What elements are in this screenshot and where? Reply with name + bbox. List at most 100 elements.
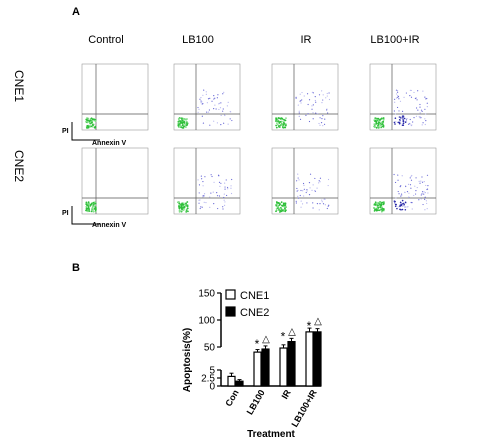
event-dot — [418, 116, 420, 118]
event-dot — [321, 199, 323, 201]
event-dot — [309, 173, 312, 175]
event-dot — [198, 108, 200, 110]
event-dot — [426, 102, 428, 104]
event-dot — [92, 209, 94, 212]
event-dot — [202, 103, 204, 105]
event-dot — [303, 95, 305, 97]
event-dot — [284, 207, 286, 210]
event-dot — [422, 122, 424, 124]
event-dot — [90, 125, 93, 128]
event-dot — [223, 91, 225, 94]
event-dot — [178, 206, 181, 209]
event-dot — [424, 196, 426, 198]
event-dot — [322, 203, 325, 205]
event-dot — [394, 117, 397, 120]
event-dot — [300, 200, 302, 202]
event-dot — [202, 185, 204, 187]
event-dot — [298, 112, 300, 114]
event-dot — [425, 120, 427, 122]
bar-cne1-lb100-ir — [305, 331, 314, 387]
axis-arrows — [71, 122, 100, 141]
event-dot — [377, 204, 379, 207]
event-dot — [197, 106, 199, 109]
event-dot — [406, 117, 408, 120]
event-dot — [379, 126, 382, 129]
event-dot — [321, 90, 323, 92]
event-dot — [181, 127, 184, 129]
event-dot — [405, 185, 407, 187]
event-dot — [298, 110, 300, 112]
event-dot — [380, 206, 383, 208]
legend-swatch-cne2 — [225, 306, 236, 317]
event-dot — [277, 120, 279, 123]
legend-label-cne2: CNE2 — [240, 307, 269, 319]
event-dot — [214, 97, 216, 99]
event-dot — [211, 100, 213, 102]
event-dot — [424, 108, 426, 110]
event-dot — [85, 205, 88, 208]
event-dot — [427, 192, 429, 194]
event-dot — [198, 202, 200, 204]
event-dot — [380, 208, 383, 211]
flow-plot-r1-c3 — [369, 147, 437, 215]
event-dot — [94, 125, 97, 128]
event-dot — [284, 126, 287, 129]
axis-label-pi-2: PI — [62, 210, 69, 217]
event-dot — [226, 105, 228, 107]
bar-cne2-ir — [287, 341, 296, 387]
event-dot — [296, 190, 298, 192]
event-dot — [377, 119, 380, 122]
event-dot — [395, 203, 397, 206]
event-dot — [376, 209, 379, 212]
significance-triangle: △ — [288, 326, 296, 337]
significance-star: * — [281, 329, 286, 343]
event-dot — [397, 95, 399, 97]
event-dot — [180, 205, 183, 207]
event-dot — [393, 121, 396, 124]
event-dot — [401, 123, 403, 125]
event-dot — [396, 91, 399, 93]
flow-plot-r0-c1 — [173, 63, 241, 131]
event-dot — [373, 123, 376, 125]
event-dot — [418, 180, 420, 182]
event-dot — [424, 192, 426, 194]
event-dot — [275, 210, 277, 213]
event-dot — [421, 124, 423, 126]
event-dot — [89, 204, 92, 206]
event-dot — [419, 106, 421, 108]
event-dot — [186, 122, 188, 125]
event-dot — [395, 121, 397, 123]
event-dot — [410, 187, 412, 189]
event-dot — [85, 203, 88, 206]
event-dot — [308, 99, 311, 101]
event-dot — [401, 115, 404, 117]
event-dot — [299, 118, 302, 120]
event-dot — [399, 100, 402, 102]
event-dot — [421, 181, 424, 183]
x-tick-label: Con — [223, 388, 240, 408]
flow-plot-r0-c3 — [369, 63, 437, 131]
plot-frame — [81, 63, 149, 131]
event-dot — [424, 96, 426, 98]
axis-arrows — [71, 206, 100, 225]
event-dot — [394, 123, 396, 125]
event-dot — [393, 173, 395, 176]
event-dot — [178, 209, 181, 212]
event-dot — [183, 121, 185, 123]
event-dot — [380, 118, 382, 121]
event-dot — [420, 109, 423, 111]
event-dot — [403, 117, 406, 120]
event-dot — [209, 97, 211, 99]
event-dot — [407, 183, 410, 185]
event-dot — [285, 209, 287, 212]
event-dot — [319, 203, 321, 205]
event-dot — [207, 111, 210, 113]
event-dot — [203, 193, 206, 195]
event-dot — [397, 95, 400, 98]
event-dot — [322, 99, 324, 101]
event-dot — [421, 176, 423, 178]
event-dot — [413, 116, 415, 119]
event-dot — [297, 189, 299, 191]
event-dot — [397, 179, 399, 181]
event-dot — [404, 206, 406, 208]
